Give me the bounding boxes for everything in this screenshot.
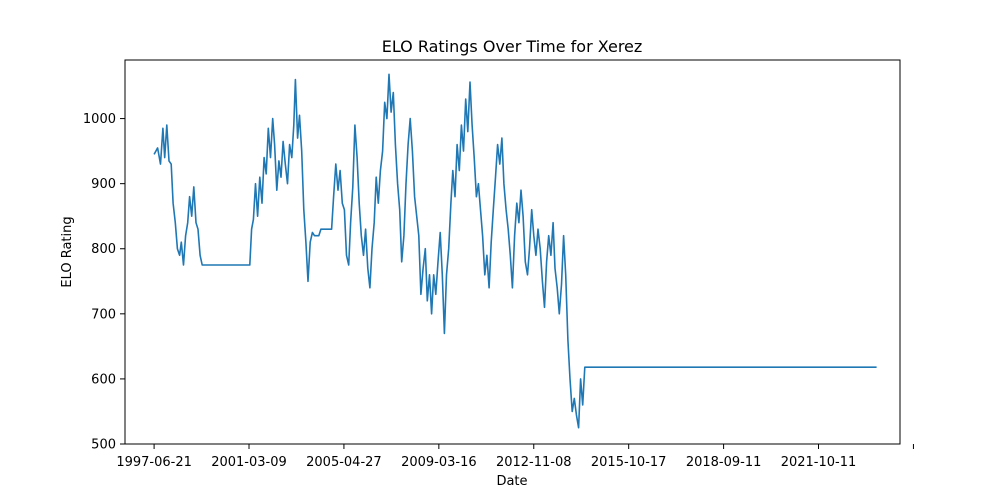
x-tick-label: 2005-04-27 bbox=[306, 455, 382, 470]
x-tick-label: 2021-10-11 bbox=[781, 455, 857, 470]
y-axis: 500 600 700 800 900 1000 bbox=[83, 112, 125, 453]
x-tick-label: 1997-06-21 bbox=[116, 455, 192, 470]
y-tick-label: 600 bbox=[91, 372, 116, 387]
x-axis: 1997-06-21 2001-03-09 2005-04-27 2009-03-16… bbox=[116, 444, 914, 470]
x-tick-label: 2015-10-17 bbox=[591, 455, 667, 470]
y-tick-label: 800 bbox=[91, 242, 116, 257]
y-tick-label: 900 bbox=[91, 177, 116, 192]
y-tick-label: 500 bbox=[91, 438, 116, 453]
y-tick-label: 1000 bbox=[83, 112, 116, 127]
chart-title: ELO Ratings Over Time for Xerez bbox=[382, 37, 643, 56]
axes-frame bbox=[124, 59, 901, 445]
series-line-0 bbox=[153, 73, 877, 429]
y-tick-label: 700 bbox=[91, 307, 116, 322]
x-axis-title: Date bbox=[496, 474, 527, 489]
x-tick-label: 2012-11-08 bbox=[496, 455, 572, 470]
y-axis-title: ELO Rating bbox=[60, 216, 75, 287]
x-tick-label: 2009-03-16 bbox=[401, 455, 477, 470]
x-tick-label: 2018-09-11 bbox=[686, 455, 762, 470]
plot-area bbox=[153, 73, 877, 429]
x-tick-label: 2001-03-09 bbox=[211, 455, 287, 470]
